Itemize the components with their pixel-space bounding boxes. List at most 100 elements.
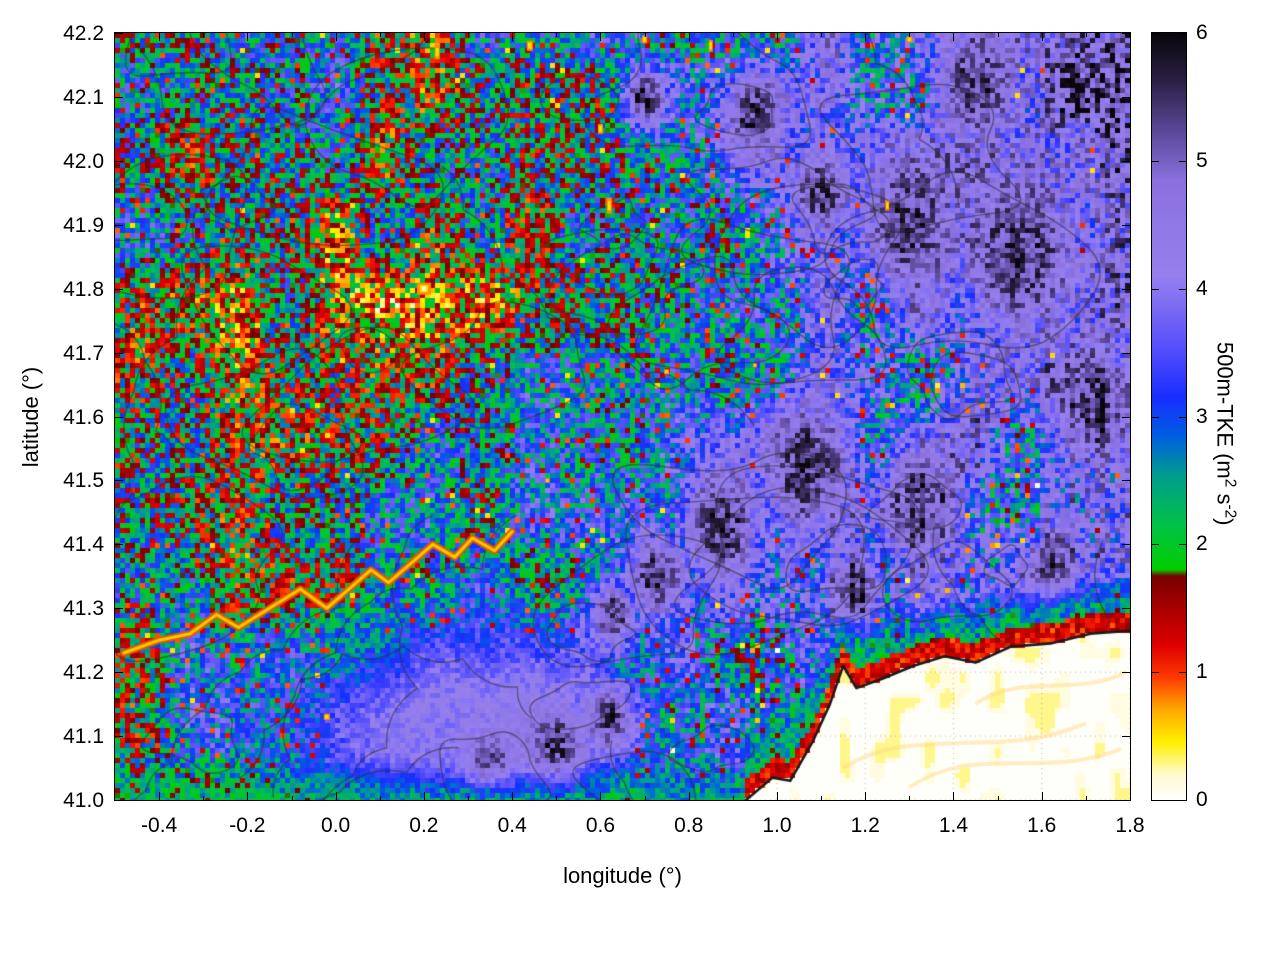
y-tick-label: 42.2 [63, 22, 104, 45]
colorbar-tick-label: 6 [1196, 21, 1208, 44]
x-tick [600, 33, 602, 41]
y-tick [1122, 160, 1130, 162]
colorbar-tick [1179, 800, 1186, 801]
y-tick [1122, 416, 1130, 418]
x-minor-tick [997, 33, 999, 37]
x-tick-label: 0.4 [497, 814, 527, 837]
colorbar-label-text-2: s [1212, 487, 1238, 505]
y-tick [1122, 608, 1130, 610]
y-tick-label: 41.7 [63, 341, 104, 365]
x-minor-tick [203, 33, 205, 37]
x-tick [865, 792, 867, 800]
x-axis-label: longitude (°) [563, 863, 682, 888]
x-tick [247, 792, 249, 800]
x-minor-tick [997, 796, 999, 800]
colorbar-tick [1152, 288, 1159, 290]
x-tick [423, 33, 425, 41]
y-tick [1122, 800, 1130, 801]
colorbar-label-text-3: ) [1212, 518, 1238, 526]
colorbar-tick-label: 5 [1196, 148, 1208, 172]
x-tick [512, 792, 514, 800]
x-minor-tick [203, 796, 205, 800]
x-minor-tick [379, 33, 381, 37]
y-tick-label: 41.3 [63, 597, 104, 621]
x-tick-label: 1.6 [1027, 814, 1057, 837]
y-tick [115, 480, 123, 482]
x-minor-tick [1085, 796, 1087, 800]
x-tick [1041, 33, 1043, 41]
y-tick [115, 672, 123, 674]
x-minor-tick [909, 33, 911, 37]
x-tick [335, 792, 337, 800]
y-tick-label: 41.5 [63, 469, 104, 493]
y-tick [1122, 480, 1130, 482]
y-tick-label: 41.6 [63, 405, 104, 429]
x-tick-label: 0.6 [585, 814, 616, 837]
x-tick-label: 0.2 [409, 814, 439, 837]
y-tick [115, 416, 123, 418]
y-tick [1122, 33, 1130, 34]
plot-frame [114, 32, 1131, 801]
y-tick [115, 736, 123, 738]
y-tick [1122, 352, 1130, 354]
x-tick [1041, 792, 1043, 800]
x-minor-tick [821, 33, 823, 37]
colorbar-tick [1152, 544, 1159, 546]
x-tick [688, 792, 690, 800]
x-tick [953, 792, 955, 800]
x-minor-tick [556, 796, 558, 800]
y-tick [115, 544, 123, 546]
y-tick [115, 800, 123, 801]
y-tick-label: 41.1 [63, 725, 104, 749]
x-minor-tick [821, 796, 823, 800]
x-minor-tick [1085, 33, 1087, 37]
heatmap-canvas [115, 33, 1130, 800]
x-minor-tick [909, 796, 911, 800]
x-tick [159, 792, 161, 800]
colorbar-tick-label: 4 [1196, 276, 1208, 300]
x-minor-tick [468, 33, 470, 37]
x-minor-tick [291, 33, 293, 37]
x-minor-tick [644, 33, 646, 37]
y-tick-label: 41.2 [63, 661, 104, 685]
y-tick-label: 42.0 [63, 149, 104, 173]
x-minor-tick [556, 33, 558, 37]
y-tick [115, 224, 123, 226]
x-tick [953, 33, 955, 41]
x-tick-label: -0.4 [141, 814, 178, 837]
x-tick [247, 33, 249, 41]
y-tick [115, 33, 123, 34]
y-tick [115, 288, 123, 290]
x-tick [335, 33, 337, 41]
colorbar-tick [1179, 416, 1186, 418]
x-minor-tick [379, 796, 381, 800]
y-tick-label: 41.0 [63, 789, 104, 812]
x-tick [512, 33, 514, 41]
x-tick-label: 0.0 [321, 814, 351, 837]
x-tick [865, 33, 867, 41]
x-tick-label: 1.4 [938, 814, 969, 837]
colorbar-label-text-1: 500m-TKE (m [1212, 341, 1238, 479]
colorbar-tick-label: 0 [1196, 788, 1208, 811]
colorbar-tick-label: 1 [1196, 660, 1208, 684]
x-minor-tick [732, 33, 734, 37]
x-tick [776, 792, 778, 800]
x-tick [688, 33, 690, 41]
y-tick [1122, 736, 1130, 738]
x-tick [776, 33, 778, 41]
colorbar-tick [1152, 672, 1159, 674]
colorbar-tick [1179, 672, 1186, 674]
colorbar-tick [1179, 544, 1186, 546]
y-tick [1122, 96, 1130, 98]
y-tick [115, 96, 123, 98]
y-axis-label: latitude (°) [18, 366, 43, 468]
y-tick [115, 608, 123, 610]
colorbar-label-sup-1: 2 [1221, 478, 1239, 488]
colorbar-tick [1179, 160, 1186, 162]
y-tick [1122, 672, 1130, 674]
colorbar-tick-label: 2 [1196, 532, 1208, 556]
y-tick [1122, 288, 1130, 290]
x-minor-tick [644, 796, 646, 800]
y-tick-label: 42.1 [63, 85, 104, 109]
